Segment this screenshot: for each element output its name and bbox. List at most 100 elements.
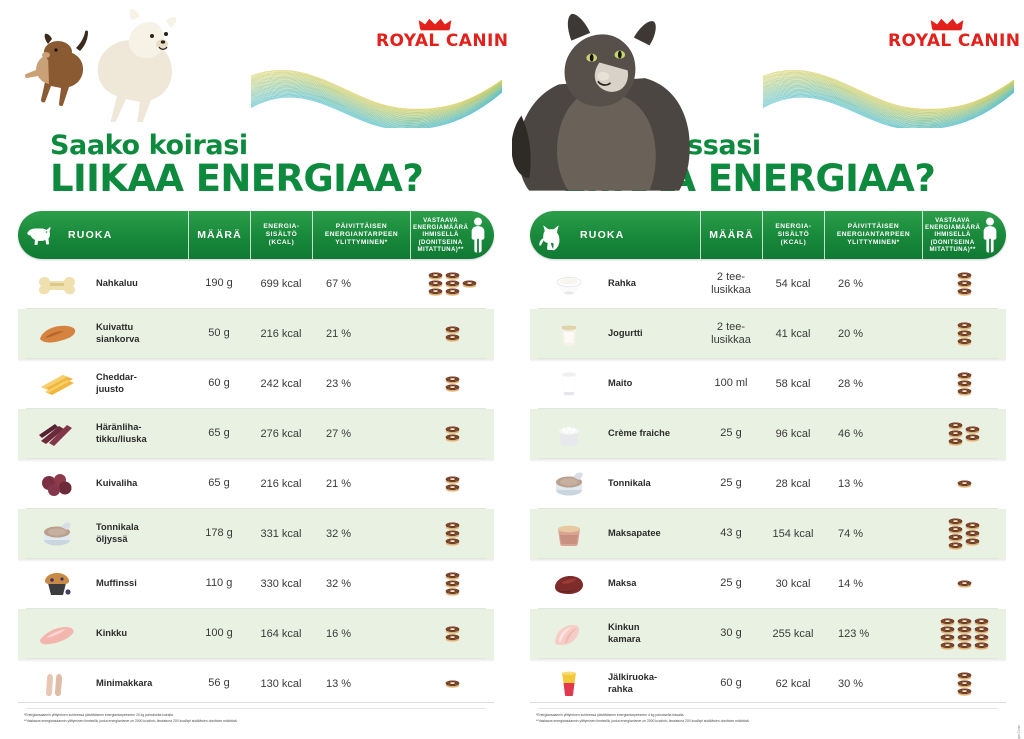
donut-icon [974,626,988,634]
wave-graphic [250,70,503,130]
table-header-row: RUOKA MÄÄRÄ ENERGIA- SISÄLTÖ (KCAL) PÄIVIT… [530,211,1006,260]
donut-icon [957,634,971,642]
food-thumbnail [530,571,608,597]
food-thumbnail [18,321,96,347]
food-energy: 130 kcal [260,678,302,691]
food-thumbnail [530,621,608,647]
two-running-dogs-photo [0,0,250,126]
donut-icon [445,538,459,546]
wave-decoration [249,50,504,130]
donut-equivalent [922,511,1006,557]
donut-icon [957,288,971,296]
donut-icon [445,384,459,392]
food-name: Häränliha-tikku/liuska [96,422,147,445]
column-header-excess: PÄIVITTÄISEN ENERGIANTARPEEN YLITTYMINEN* [824,211,922,260]
food-amount: 2 tee-lusikkaa [711,270,751,297]
food-amount: 60 g [208,377,230,390]
table-row: Jogurtti 2 tee-lusikkaa 41 kcal 20 % [530,309,1006,363]
donut-stack [445,426,460,442]
donut-icon [957,672,971,680]
donut-stack [445,376,460,392]
footnote-2: **Vastaava energiansaannin ylittyminen i… [24,719,238,724]
food-amount: 65 g [208,427,230,440]
donut-icon [445,434,459,442]
donut-stack [445,476,460,492]
food-thumbnail [18,621,96,647]
panel-header-zone: ROYAL CANIN [511,0,1024,191]
food-energy: 242 kcal [260,378,302,391]
donut-equivalent [922,561,1006,607]
food-thumbnail [530,321,608,347]
donut-icon [940,618,954,626]
donut-icon [428,280,442,288]
donut-stack [948,518,963,550]
dog-silhouette-icon [26,224,52,246]
food-thumbnail [18,421,96,447]
food-name: Tonnikala [608,478,651,489]
food-excess-percent: 123 % [838,628,870,641]
donut-equivalent [922,361,1006,407]
food-name: Maksa [608,578,637,589]
food-energy: 58 kcal [775,378,811,391]
food-amount: 178 g [205,527,233,540]
donut-icon [445,476,459,484]
donut-stack [445,326,460,342]
donut-icon [940,634,954,642]
donut-equivalent [410,361,494,407]
footnotes: *Energiansaannin ylittyminen suhteessa p… [24,713,454,725]
human-silhouette-icon [471,217,485,253]
donut-icon [948,430,963,438]
donut-equivalent [922,261,1006,307]
footer-divider [530,702,1006,703]
column-header-excess: PÄIVITTÄISEN ENERGIANTARPEEN YLITTYMINEN* [312,211,410,260]
wave-graphic [762,70,1015,130]
donut-icon [957,372,971,380]
food-energy: 28 kcal [775,478,811,491]
donut-stack [445,272,460,296]
donut-equivalent [410,661,494,707]
dog-silhouette-icon [27,227,51,246]
footer-divider [18,702,494,703]
food-amount: 100 ml [714,377,748,390]
donut-icon [428,272,442,280]
longhair-tabby-cat-photo [511,0,762,191]
food-energy: 276 kcal [260,428,302,441]
panel-header-zone: ROYAL CANIN [0,0,512,130]
food-amount: 100 g [205,627,233,640]
donut-stack [957,480,972,488]
food-energy: 330 kcal [260,578,302,591]
donut-icon [948,534,963,542]
table-row: Kinkun kamara 30 g 255 kcal 123 % [530,609,1006,663]
food-excess-percent: 21 % [326,478,352,491]
row-divider [26,408,486,410]
table-row: Rahka 2 tee-lusikkaa 54 kcal 26 % [530,259,1006,310]
food-name: Cheddar-juusto [96,372,137,395]
donut-icon [445,680,459,688]
donut-equivalent [922,461,1006,507]
donut-icon [957,642,971,650]
brand-name: ROYAL CANIN [376,31,509,51]
donut-icon [445,626,459,634]
donut-icon [428,288,442,296]
food-energy: 331 kcal [260,528,302,541]
cat-silhouette-icon [539,225,560,251]
food-thumbnail [18,571,96,597]
donut-icon [957,338,971,346]
food-amount: 2 tee-lusikkaa [711,320,751,347]
donut-stack [957,372,972,396]
food-thumbnail [530,371,608,397]
table-row: Maksapatee 43 g 154 kcal 74 % [530,509,1006,563]
donut-icon [445,530,459,538]
table-row: Tonnikala 25 g 28 kcal 13 % [530,459,1006,510]
food-thumbnail [530,671,608,697]
donut-icon [957,618,971,626]
table-row: Maksa 25 g 30 kcal 14 % [530,559,1006,610]
food-thumbnail [18,521,96,547]
table-row: Cheddar-juusto 60 g 242 kcal 23 % [18,359,494,410]
brand-name: ROYAL CANIN [888,31,1021,51]
food-energy: 154 kcal [772,528,814,541]
food-amount: 25 g [720,427,742,440]
table-row: Jälkiruoka-rahka 60 g 62 kcal 30 % [530,659,1006,710]
table-row: Nahkaluu 190 g 699 kcal 67 % [18,259,494,310]
food-name: Minimakkara [96,678,153,689]
